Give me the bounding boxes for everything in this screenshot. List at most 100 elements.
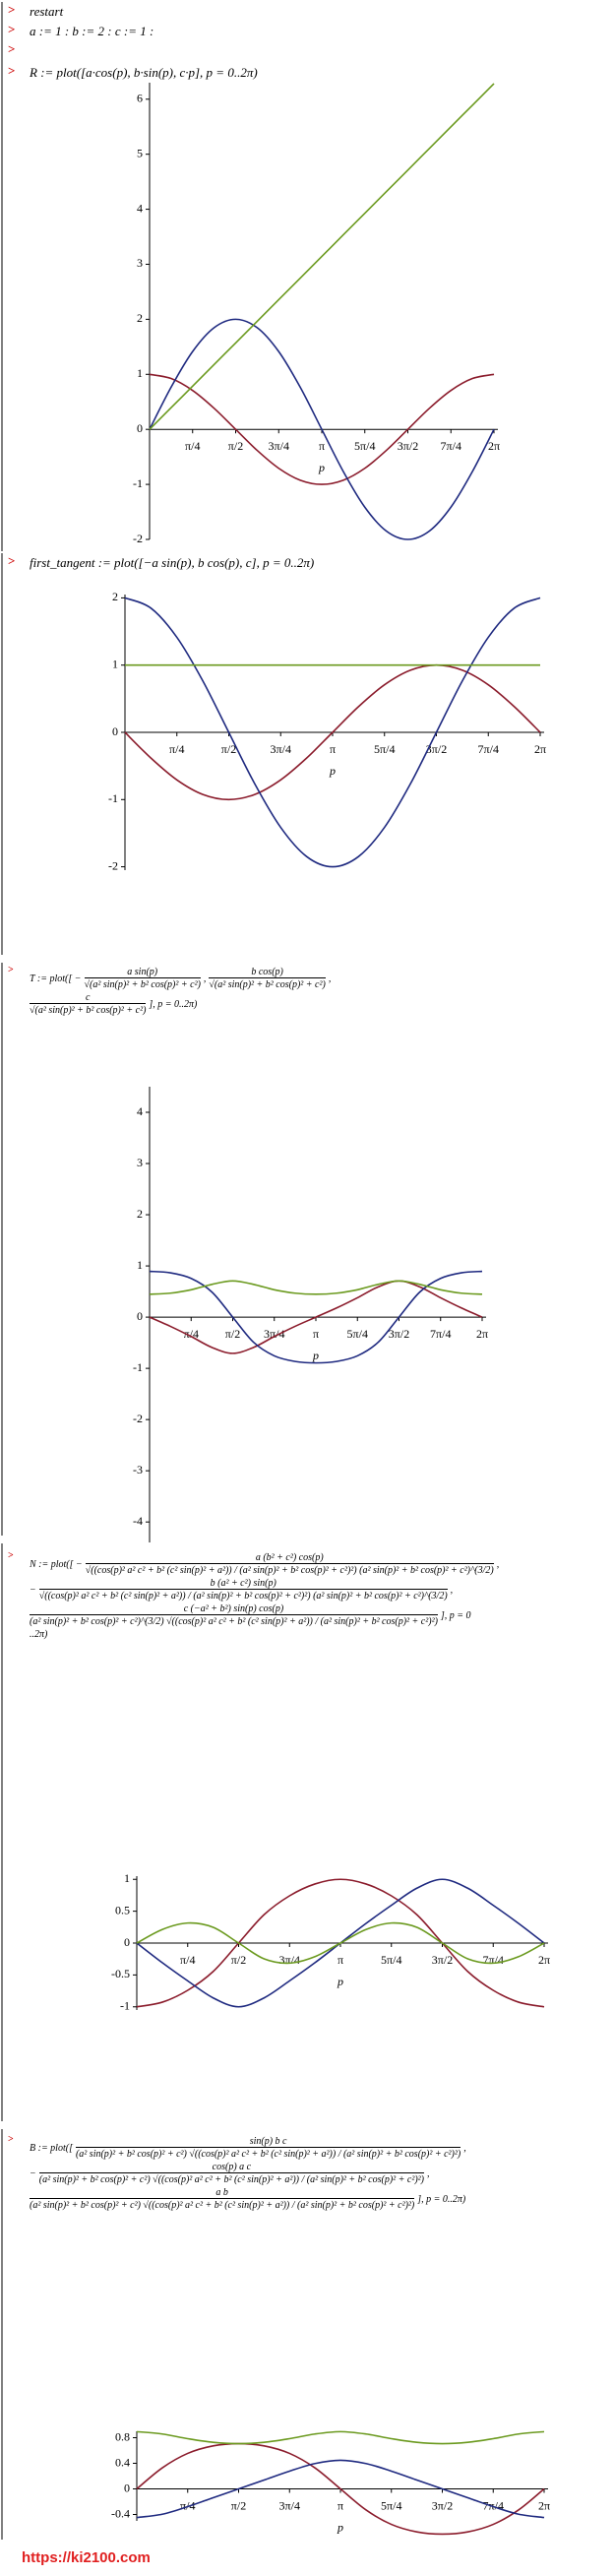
prompt: > [8,2,16,17]
x-tick-label: π/2 [231,1953,246,1967]
math-text: R := plot([a·cos(p), b·sin(p), c·p], p =… [30,65,258,80]
math-text: , [427,2168,430,2179]
x-tick-label: 3π/2 [432,1953,453,1967]
x-tick-label: 3π/2 [398,439,418,453]
x-tick-label: π/4 [180,1953,195,1967]
x-tick-label: 3π/4 [269,439,289,453]
numerator: a b [215,2187,228,2198]
x-tick-label: 2π [534,742,546,756]
curve [149,373,495,485]
command-line: c (−a² + b²) sin(p) cos(p) (a² sin(p)² + … [30,1603,610,1627]
curve [149,1280,483,1295]
command-line: first_tangent := plot([−a sin(p), b cos(… [30,555,610,571]
command-line: − b (a² + c²) sin(p) √((cos(p)² a² c² + b²… [30,1578,610,1602]
x-tick-label: 2π [538,1953,550,1967]
x-tick-label: π/2 [231,2498,246,2512]
numerator: a sin(p) [127,967,158,977]
x-tick-label: π/2 [221,742,236,756]
math-text: restart [30,4,64,19]
prompt: > [8,553,16,568]
x-tick-label: π [338,1953,343,1967]
y-tick-label: 0 [124,2481,130,2494]
y-tick-label: 1 [112,657,118,670]
y-tick-label: -0.4 [111,2506,130,2520]
fraction: a (b² + c²) cos(p) √((cos(p)² a² c² + b² … [85,1552,494,1576]
denominator: √(a² sin(p)² + b² cos(p)² + c²) [84,977,201,990]
math-text: ], p = 0 [440,1609,471,1621]
fraction: b (a² + c²) sin(p) √((cos(p)² a² c² + b² … [38,1578,448,1602]
numerator: c [85,992,91,1003]
command: > restart [8,2,610,22]
y-tick-label: -0.5 [111,1967,130,1980]
command-line: B := plot([sin(p) b c (a² sin(p)² + b² co… [30,2136,610,2160]
numerator: c (−a² + b²) sin(p) cos(p) [183,1603,284,1614]
y-tick-label: 4 [137,1104,143,1118]
command-line: N := plot([ − a (b² + c²) cos(p) √((cos(p)… [30,1552,610,1576]
prompt: > [8,41,16,56]
math-text: ], p = 0..2π) [149,998,198,1010]
curve [149,1280,483,1354]
numerator: b cos(p) [251,967,283,977]
x-tick-label: 3π/2 [432,2498,453,2512]
x-tick-label: π [313,1327,319,1341]
math-text: , [450,1584,454,1596]
math-text: − [30,2168,36,2179]
command-line: restart [30,4,610,20]
curve [136,2442,545,2536]
x-tick-label: 2π [476,1327,488,1341]
numerator: sin(p) b c [249,2136,287,2147]
math-text: ], p = 0..2π) [417,2193,466,2205]
denominator: (a² sin(p)² + b² cos(p)² + c²) √((cos(p)… [38,2172,424,2185]
math-text: − [30,1584,36,1596]
prompt: > [8,965,14,975]
curve [149,318,495,540]
x-tick-label: 7π/4 [483,2498,504,2512]
x-tick-label: 5π/4 [347,1327,368,1341]
y-tick-label: -1 [133,1360,143,1374]
y-tick-label: 0.4 [115,2455,130,2469]
x-tick-label: 3π/4 [279,2498,300,2512]
curve [136,1921,545,1965]
command-line: a b (a² sin(p)² + b² cos(p)² + c²) √((cos… [30,2187,610,2211]
prompt: > [8,2134,14,2145]
x-tick-label: 7π/4 [483,1953,504,1967]
y-tick-label: 1 [137,1258,143,1272]
curve [136,2459,545,2519]
math-text: , [463,2142,466,2154]
math-text: N := plot([ − [30,1558,83,1570]
math-text: , [203,973,207,984]
prompt: > [8,22,16,36]
command-line: c √(a² sin(p)² + b² cos(p)² + c²)], p = 0… [30,992,610,1016]
curve [149,83,495,430]
x-tick-label: π/2 [225,1327,240,1341]
y-tick-label: 1 [124,1871,130,1885]
y-tick-label: 2 [137,311,143,325]
curve [149,1270,483,1364]
command: > first_tangent := plot([−a sin(p), b cos… [8,553,610,573]
y-tick-label: -1 [120,1999,130,2013]
denominator: √(a² sin(p)² + b² cos(p)² + c²) [30,1003,147,1016]
denominator: (a² sin(p)² + b² cos(p)² + c²) √((cos(p)… [75,2147,461,2160]
y-tick-label: 3 [137,1156,143,1169]
x-tick-label: 3π/4 [279,1953,300,1967]
command: > T := plot([ − a sin(p) √(a² sin(p)² + b² … [8,965,610,1018]
curve [136,2430,545,2445]
x-tick-label: 2π [488,439,500,453]
x-axis-label: p [318,461,325,474]
x-tick-label: 3π/4 [271,742,291,756]
curve [124,597,541,868]
x-tick-label: π [319,439,325,453]
y-tick-label: 0 [137,421,143,435]
math-text: , [496,1558,500,1570]
y-tick-label: 0.5 [115,1903,130,1916]
y-tick-label: 1 [137,366,143,380]
x-tick-label: 7π/4 [430,1327,451,1341]
x-tick-label: 3π/2 [426,742,447,756]
x-tick-label: π/4 [180,2498,195,2512]
command: > N := plot([ − a (b² + c²) cos(p) √((cos(p… [8,1550,610,1642]
y-tick-label: -1 [133,476,143,490]
y-tick-label: 0 [137,1309,143,1323]
command: > R := plot([a·cos(p), b·sin(p), c·p], p … [8,63,610,83]
y-tick-label: -1 [108,791,118,805]
